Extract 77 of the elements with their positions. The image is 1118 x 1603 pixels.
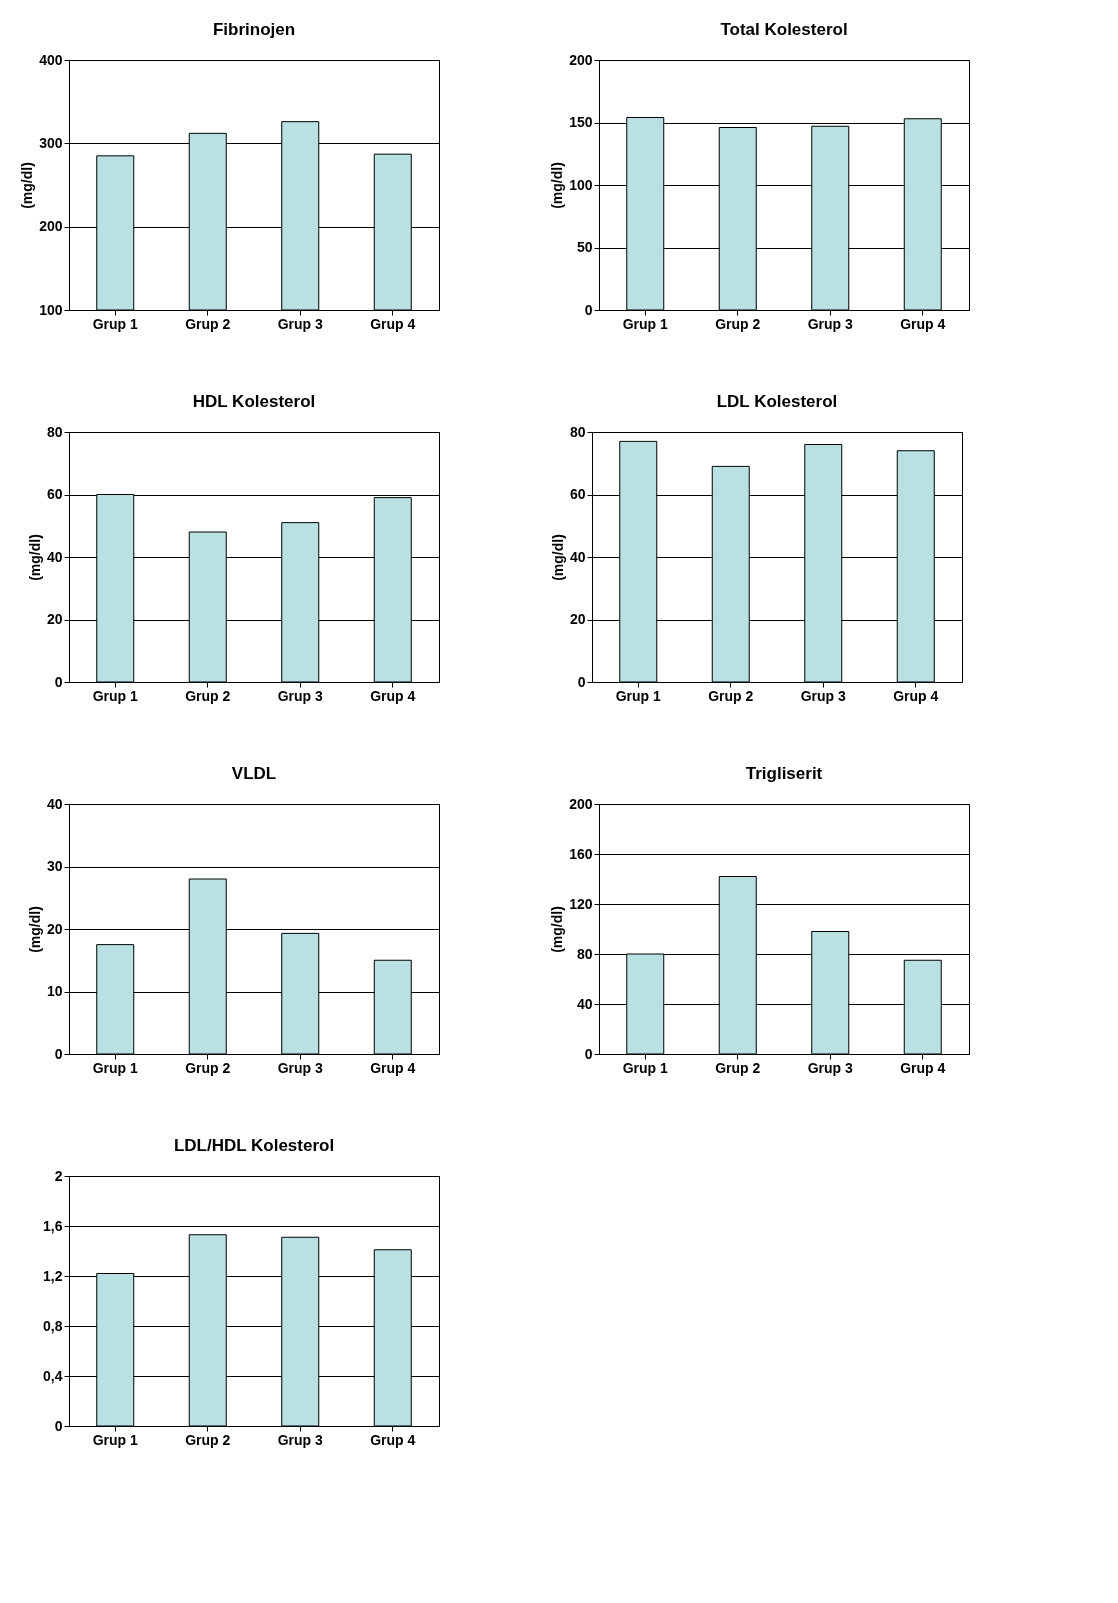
chart-title: LDL/HDL Kolesterol bbox=[173, 1136, 335, 1155]
y-tick-label: 200 bbox=[39, 218, 63, 235]
y-tick-label: 10 bbox=[46, 983, 63, 999]
y-tick-label: 40 bbox=[569, 548, 586, 565]
x-tick-label: Grup 4 bbox=[370, 687, 416, 704]
x-tick-label: Grup 4 bbox=[900, 1059, 946, 1076]
y-axis-title: (mg/dl) bbox=[549, 534, 566, 581]
y-tick-label: 200 bbox=[569, 51, 593, 68]
x-tick-label: Grup 3 bbox=[277, 1431, 324, 1448]
y-axis-title: (mg/dl) bbox=[26, 534, 43, 581]
y-tick-label: 60 bbox=[569, 486, 586, 502]
chart-title: Fibrinojen bbox=[212, 20, 296, 39]
x-tick-label: Grup 2 bbox=[185, 687, 231, 704]
y-tick-label: 0,8 bbox=[43, 1317, 63, 1334]
x-tick-label: Grup 2 bbox=[715, 1059, 761, 1076]
y-tick-label: 150 bbox=[569, 114, 593, 130]
x-tick-label: Grup 3 bbox=[800, 687, 847, 704]
y-tick-label: 0 bbox=[584, 301, 593, 318]
x-tick-label: Grup 1 bbox=[92, 1059, 139, 1076]
y-tick-label: 2 bbox=[54, 1167, 63, 1184]
y-tick-label: 400 bbox=[39, 51, 63, 68]
x-tick-label: Grup 2 bbox=[185, 1431, 231, 1448]
chart-title: Total Kolesterol bbox=[720, 20, 848, 39]
x-tick-label: Grup 2 bbox=[185, 315, 231, 332]
x-tick-label: Grup 1 bbox=[615, 687, 662, 704]
y-tick-label: 60 bbox=[46, 486, 63, 502]
x-tick-label: Grup 3 bbox=[277, 687, 324, 704]
y-tick-label: 300 bbox=[39, 134, 63, 151]
y-tick-label: 50 bbox=[576, 239, 593, 255]
y-tick-label: 120 bbox=[569, 895, 593, 912]
chart-title: LDL Kolesterol bbox=[716, 392, 838, 411]
x-tick-label: Grup 3 bbox=[277, 315, 324, 332]
y-tick-label: 20 bbox=[46, 920, 63, 937]
y-axis-title: (mg/dl) bbox=[19, 162, 36, 209]
y-tick-label: 40 bbox=[46, 548, 63, 565]
y-tick-label: 20 bbox=[569, 611, 586, 627]
x-tick-label: Grup 3 bbox=[807, 315, 854, 332]
x-tick-label: Grup 4 bbox=[370, 1431, 416, 1448]
chart-title: VLDL bbox=[231, 764, 277, 783]
x-tick-label: Grup 2 bbox=[185, 1059, 231, 1076]
y-tick-label: 1,6 bbox=[43, 1217, 63, 1234]
y-axis-title: (mg/dl) bbox=[26, 906, 43, 953]
y-tick-label: 200 bbox=[569, 795, 593, 812]
chart-title: Trigliserit bbox=[745, 764, 823, 783]
x-tick-label: Grup 2 bbox=[715, 315, 761, 332]
y-tick-label: 100 bbox=[569, 176, 593, 193]
y-axis-title: (mg/dl) bbox=[549, 906, 566, 953]
y-tick-label: 0 bbox=[577, 673, 586, 690]
x-tick-label: Grup 2 bbox=[708, 687, 754, 704]
x-tick-label: Grup 4 bbox=[370, 315, 416, 332]
x-tick-label: Grup 4 bbox=[370, 1059, 416, 1076]
y-tick-label: 80 bbox=[576, 945, 593, 962]
y-tick-label: 20 bbox=[46, 611, 63, 627]
y-tick-label: 40 bbox=[576, 995, 593, 1012]
x-tick-label: Grup 4 bbox=[893, 687, 939, 704]
y-tick-label: 1,2 bbox=[43, 1267, 63, 1284]
y-tick-label: 0 bbox=[54, 673, 63, 690]
y-tick-label: 0 bbox=[54, 1417, 63, 1434]
y-tick-label: 100 bbox=[39, 301, 63, 318]
y-tick-label: 80 bbox=[569, 423, 586, 440]
y-tick-label: 30 bbox=[46, 858, 63, 874]
y-tick-label: 0 bbox=[584, 1045, 593, 1062]
y-tick-label: 0,4 bbox=[43, 1367, 63, 1384]
x-tick-label: Grup 1 bbox=[92, 687, 139, 704]
x-tick-label: Grup 3 bbox=[277, 1059, 324, 1076]
y-tick-label: 80 bbox=[46, 423, 63, 440]
x-tick-label: Grup 3 bbox=[807, 1059, 854, 1076]
y-axis-title: (mg/dl) bbox=[549, 162, 566, 209]
chart-title: HDL Kolesterol bbox=[192, 392, 316, 411]
y-tick-label: 160 bbox=[569, 845, 593, 862]
x-tick-label: Grup 1 bbox=[622, 1059, 669, 1076]
x-tick-label: Grup 1 bbox=[92, 315, 139, 332]
x-tick-label: Grup 4 bbox=[900, 315, 946, 332]
y-tick-label: 40 bbox=[46, 795, 63, 812]
y-tick-label: 0 bbox=[54, 1045, 63, 1062]
x-tick-label: Grup 1 bbox=[92, 1431, 139, 1448]
x-tick-label: Grup 1 bbox=[622, 315, 669, 332]
